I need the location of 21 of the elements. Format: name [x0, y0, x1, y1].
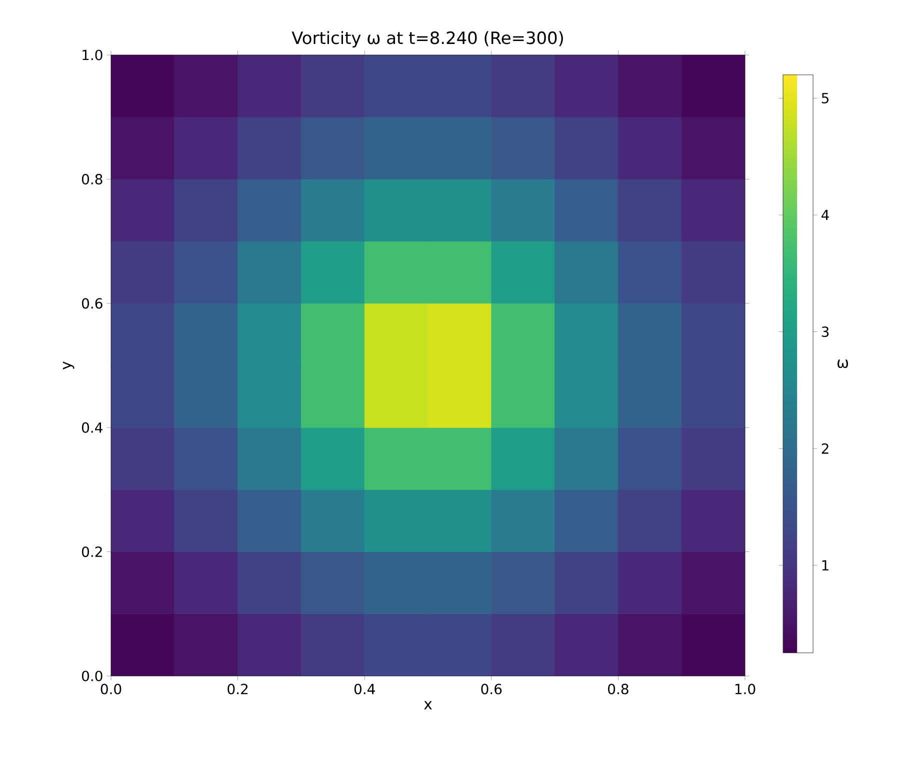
x-tick-label: 0.4	[354, 684, 375, 694]
x-tick-label: 0.2	[228, 684, 248, 694]
color-bar-label: 4	[822, 210, 829, 220]
x-tick-label: 1.0	[735, 684, 756, 694]
color-bar-label: 5	[822, 93, 828, 104]
x-axis-title: x	[424, 701, 432, 710]
y-tick-label: 0.2	[82, 546, 102, 558]
y-tick-label: 1.0	[82, 50, 102, 60]
y-tick-label: 0.4	[82, 422, 102, 433]
y-tick-label: 0.0	[82, 670, 102, 682]
color-bar-label: 2	[822, 443, 828, 454]
color-bar-label: 3	[822, 326, 829, 338]
chart-title: Vorticity ω at t=8.240 (Re=300)	[292, 31, 563, 48]
y-tick-label: 0.8	[82, 174, 102, 184]
color-bar-title: ω	[838, 360, 848, 368]
y-axis-title: y	[62, 362, 74, 370]
x-tick-label: 0.0	[100, 684, 122, 694]
x-tick-label: 0.6	[481, 684, 502, 694]
x-tick-label: 0.8	[608, 684, 628, 694]
color-bar-label: 1	[822, 560, 828, 570]
y-tick-label: 0.6	[82, 298, 102, 309]
